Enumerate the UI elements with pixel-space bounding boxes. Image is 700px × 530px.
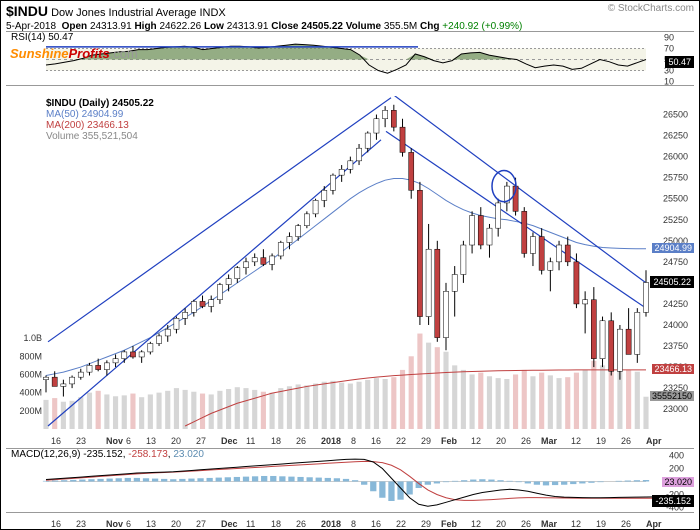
vol-legend: Volume 355,521,504	[46, 131, 154, 142]
rsi-panel: 9070503010 RSI(14) 50.47 SunshineProfits…	[6, 31, 694, 86]
svg-text:23750: 23750	[663, 341, 688, 351]
svg-text:400M: 400M	[19, 388, 42, 398]
title-legend: $INDU (Daily) 24505.22	[46, 98, 154, 109]
symbol-name: Dow Jones Industrial Average INDX	[51, 7, 226, 19]
svg-text:600M: 600M	[19, 369, 42, 379]
symbol: $INDU	[6, 3, 48, 19]
svg-text:25500: 25500	[663, 194, 688, 204]
svg-text:90: 90	[664, 33, 674, 43]
chart-container: $INDU Dow Jones Industrial Average INDX …	[0, 0, 700, 530]
svg-text:10: 10	[664, 77, 674, 87]
svg-text:200M: 200M	[19, 406, 42, 416]
svg-text:25250: 25250	[663, 215, 688, 225]
main-panel: 2650026250260002575025500252502500024750…	[6, 96, 694, 431]
svg-text:200: 200	[669, 464, 684, 474]
watermark: SunshineProfits.com	[10, 46, 138, 61]
svg-text:24250: 24250	[663, 299, 688, 309]
macd-panel: 4002000-200-400 MACD(12,26,9) -235.152, …	[6, 448, 694, 513]
attribution: © StockCharts.com	[608, 3, 694, 14]
svg-text:24000: 24000	[663, 320, 688, 330]
svg-text:800M: 800M	[19, 351, 42, 361]
x-axis-bottom: 1623Nov6132027Dec11182620188162229Feb122…	[6, 515, 694, 529]
svg-text:26500: 26500	[663, 110, 688, 120]
svg-text:24750: 24750	[663, 257, 688, 267]
svg-text:70: 70	[664, 44, 674, 54]
ma50-legend: MA(50) 24904.99	[46, 109, 154, 120]
macd-hist-tag: 23.020	[662, 477, 694, 487]
main-legend: $INDU (Daily) 24505.22 MA(50) 24904.99 M…	[46, 98, 154, 142]
rsi-tag: 50.47	[665, 56, 694, 68]
rsi-legend: RSI(14) 50.47	[11, 32, 73, 43]
svg-text:23000: 23000	[663, 404, 688, 414]
macd-tag: -235.152	[652, 495, 694, 507]
price-chart: 2650026250260002575025500252502500024750…	[6, 96, 696, 431]
svg-text:1.0B: 1.0B	[23, 333, 42, 343]
svg-text:26250: 26250	[663, 131, 688, 141]
svg-text:25750: 25750	[663, 173, 688, 183]
ma200-legend: MA(200) 23466.13	[46, 120, 154, 131]
macd-legend: MACD(12,26,9) -235.152, -258.173, 23.020	[11, 449, 204, 460]
x-axis-top: 1623Nov6132027Dec11182620188162229Feb122…	[6, 431, 694, 446]
chart-header: $INDU Dow Jones Industrial Average INDX …	[1, 1, 699, 21]
svg-text:26000: 26000	[663, 152, 688, 162]
svg-text:400: 400	[669, 451, 684, 461]
